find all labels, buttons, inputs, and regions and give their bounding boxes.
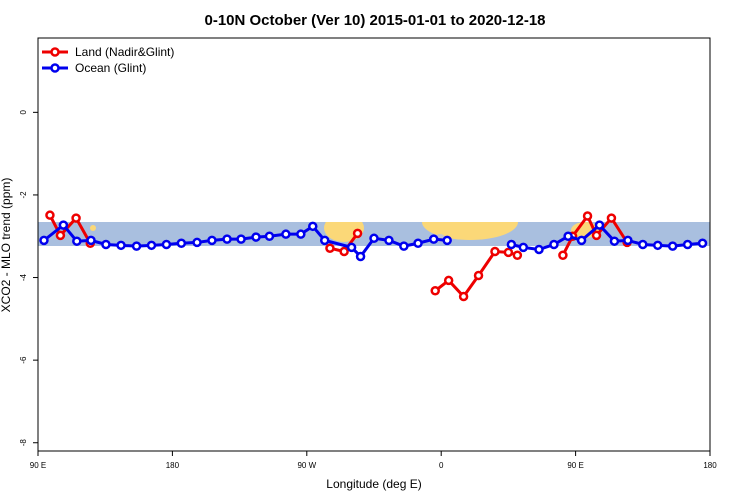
data-point: [346, 242, 357, 253]
data-point: [606, 213, 617, 223]
data-point: [576, 235, 587, 246]
data-point: [72, 236, 82, 246]
y-axis-label: XCO2 - MLO trend (ppm): [0, 178, 13, 313]
data-point: [652, 240, 663, 251]
data-point: [473, 270, 484, 281]
data-point: [339, 246, 349, 257]
series-line: [48, 214, 92, 244]
data-point: [236, 234, 246, 244]
data-point: [582, 211, 593, 221]
data-point: [623, 235, 633, 246]
x-tick-label: 90 W: [297, 461, 316, 470]
legend-marker: [50, 47, 60, 57]
legend-label: Land (Nadir&Glint): [75, 45, 174, 59]
data-point: [503, 247, 514, 258]
y-tick-label: -2: [19, 191, 28, 199]
data-point: [413, 238, 423, 249]
data-point: [638, 239, 648, 250]
chart-title: 0-10N October (Ver 10) 2015-01-01 to 202…: [204, 12, 545, 29]
data-point: [281, 229, 291, 239]
data-point: [667, 241, 678, 251]
data-point: [308, 221, 318, 232]
data-point: [101, 239, 111, 250]
x-tick-label: 180: [166, 461, 180, 470]
data-point: [399, 241, 409, 251]
y-tick-label: 0: [19, 110, 28, 115]
data-point: [319, 235, 330, 246]
data-point: [131, 241, 142, 251]
data-point: [512, 250, 523, 260]
data-point: [591, 230, 602, 241]
data-point: [490, 246, 500, 257]
x-tick-label: 90 E: [567, 461, 583, 470]
data-point: [534, 244, 544, 255]
data-point: [428, 234, 439, 244]
y-tick-label: -4: [19, 273, 28, 281]
data-point: [296, 229, 306, 239]
data-point: [71, 213, 81, 223]
legend-marker: [50, 63, 60, 73]
data-point: [458, 291, 469, 302]
legend: Land (Nadir&Glint) Ocean (Glint): [42, 45, 174, 75]
data-point: [518, 242, 529, 253]
series-line: [43, 223, 448, 259]
data-point: [355, 251, 366, 262]
x-tick-label: 180: [703, 461, 717, 470]
y-tick-label: -8: [19, 439, 28, 447]
data-point: [39, 235, 49, 246]
data-point: [192, 237, 202, 248]
x-axis-label: Longitude (deg E): [326, 477, 421, 491]
data-point: [86, 235, 96, 246]
legend-label: Ocean (Glint): [75, 61, 146, 75]
data-point: [45, 210, 55, 220]
data-point: [430, 286, 440, 296]
data-point: [609, 236, 620, 246]
x-tick-label: 90 E: [30, 461, 46, 470]
data-point: [352, 228, 363, 239]
data-point: [558, 250, 568, 260]
data-point: [176, 238, 187, 249]
data-point: [116, 240, 126, 251]
plot-frame: [37, 37, 711, 452]
data-point: [55, 230, 66, 241]
data-point: [442, 235, 452, 246]
data-point: [549, 239, 559, 250]
data-point: [325, 243, 335, 253]
x-tick-label: 0: [439, 461, 444, 470]
data-point: [594, 220, 605, 230]
data-point: [58, 220, 69, 230]
data-point: [161, 239, 172, 250]
data-point: [443, 275, 454, 286]
data-point: [146, 240, 157, 251]
data-point: [207, 235, 217, 246]
data-point: [222, 234, 232, 244]
data-point: [384, 235, 394, 246]
data-point: [697, 238, 708, 249]
data-point: [264, 231, 275, 241]
data-point: [251, 232, 261, 242]
y-tick-label: -6: [19, 356, 28, 364]
data-point: [563, 231, 573, 241]
data-point: [682, 239, 693, 250]
data-point: [369, 233, 379, 244]
data-point: [506, 239, 517, 250]
